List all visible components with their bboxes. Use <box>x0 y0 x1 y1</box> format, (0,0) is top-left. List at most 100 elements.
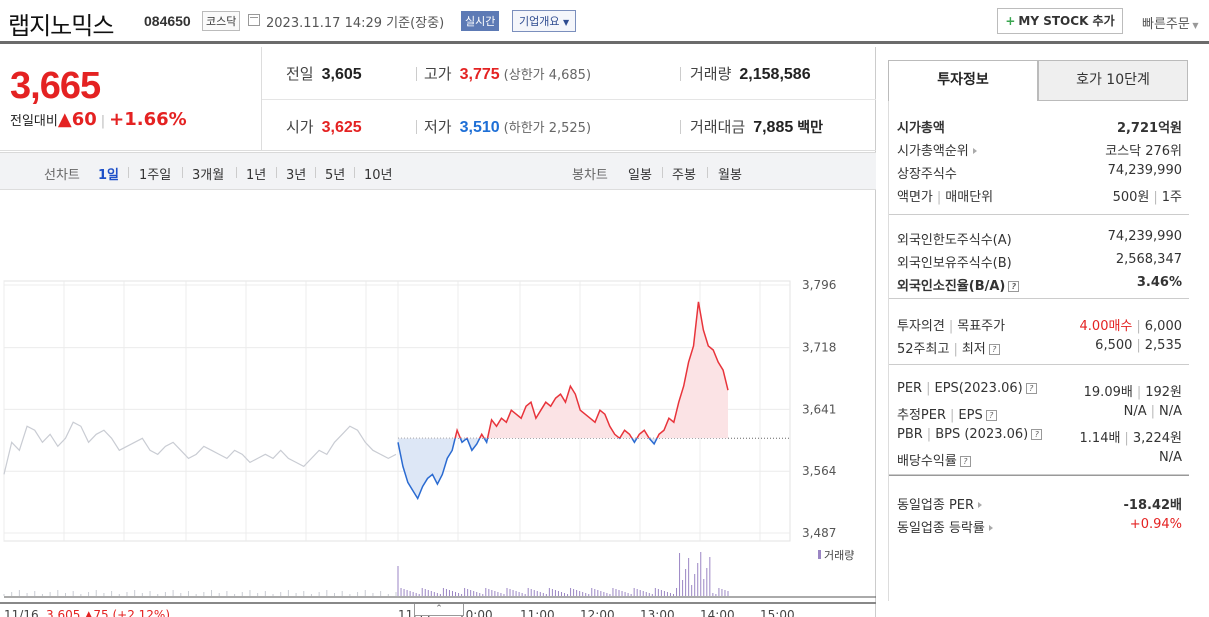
current-price: 3,665 <box>10 65 101 107</box>
info-row: 투자의견 | 목표주가 4.00매수 | 6,000 <box>897 313 1182 336</box>
tab-hoga[interactable]: 호가 10단계 <box>1038 60 1188 101</box>
add-mystock-button[interactable]: + MY STOCK 추가 <box>997 8 1123 34</box>
help-icon[interactable]: ? <box>1008 281 1020 292</box>
y-tick-label: 3,641 <box>802 402 836 416</box>
price-change: 전일대비▲60 | +1.66% <box>10 109 187 130</box>
info-row: 52주최고 | 최저? 6,500 | 2,535 <box>897 336 1182 359</box>
divider <box>707 167 708 178</box>
x-tick-label: 15:00 <box>760 608 795 617</box>
x-tick-label: 12:00 <box>580 608 615 617</box>
tab-invest-info[interactable]: 투자정보 <box>888 60 1038 101</box>
divider <box>416 120 417 134</box>
quick-order-button[interactable]: 빠른주문 ▼ <box>1142 13 1199 32</box>
divider: | <box>1136 385 1142 400</box>
arrow-right-icon <box>978 502 983 508</box>
divider <box>315 167 316 178</box>
per-label: PER | EPS(2023.06)? <box>897 381 1037 396</box>
ind-per-link[interactable]: 동일업종 PER <box>897 494 983 513</box>
tab-weekly[interactable]: 주봉 <box>672 168 696 183</box>
line-chart-label: 선차트 <box>44 168 80 183</box>
info-row: 시가총액순위 코스닥 276위 <box>897 138 1182 161</box>
stock-header: 랩지노믹스 084650 코스닥 2023.11.17 14:29 기준(장중)… <box>0 0 1209 44</box>
bps: 3,224원 <box>1132 431 1182 446</box>
rank-value: 코스닥 276위 <box>1105 144 1182 159</box>
x-tick-label: 11:00 <box>520 608 555 617</box>
high-label: 고가 <box>424 65 452 83</box>
target-text: 목표주가 <box>957 319 1006 334</box>
valuation-group: PER | EPS(2023.06)? 19.09배 | 192원 추정PER | EPS? N… <box>889 365 1189 475</box>
foreign-limit-label: 외국인한도주식수(A) <box>897 233 1012 248</box>
plot-frame <box>3 280 791 542</box>
amount-value: 7,885 <box>753 119 794 136</box>
chart-tabs: 선차트 1일 1주일 3개월 1년 3년 5년 10년 봉차트 일봉 주봉 월봉 <box>0 152 876 190</box>
today-series-line-up <box>454 301 729 439</box>
market-cap-group: 시가총액 2,721억원 시가총액순위 코스닥 276위 상장주식수 74,239,9… <box>889 101 1189 215</box>
eper: N/A <box>1123 404 1147 419</box>
invest-info-table: 시가총액 2,721억원 시가총액순위 코스닥 276위 상장주식수 74,239,9… <box>888 101 1189 601</box>
arrow-right-icon <box>988 525 993 531</box>
tab-3month[interactable]: 3개월 <box>192 168 225 183</box>
prev-day-note: 3,605 ▲75 (+2.12%) <box>46 608 170 617</box>
help-icon[interactable]: ? <box>985 410 997 421</box>
arrow-right-icon <box>972 148 977 154</box>
caret-down-icon: ▼ <box>1189 21 1199 30</box>
shares-value: 74,239,990 <box>1107 163 1182 178</box>
invest-info-panel: 투자정보 호가 10단계 시가총액 2,721억원 시가총액순위 코스닥 276위 … <box>888 58 1190 617</box>
foreign-hold-value: 2,568,347 <box>1115 252 1182 267</box>
divider: | <box>1136 338 1141 353</box>
info-row: 외국인한도주식수(A) 74,239,990 <box>897 227 1182 250</box>
x-tick-label: 14:00 <box>700 608 735 617</box>
low-label: 저가 <box>424 118 452 136</box>
cap-label: 시가총액 <box>897 121 945 136</box>
divider: | <box>953 342 958 357</box>
low-value: 3,510 <box>459 119 500 136</box>
stats-row-2: 시가 3,625 저가 3,510 (하한가 2,525) 거래대금 7,885 백만 <box>262 99 876 151</box>
prev-close: 전일 3,605 <box>286 63 362 84</box>
open-price: 시가 3,625 <box>286 116 362 137</box>
ind-per-value: -18.42배 <box>1123 498 1182 513</box>
stock-code: 084650 <box>144 13 191 29</box>
divider: | <box>948 319 954 334</box>
stats-row-1: 전일 3,605 고가 3,775 (상한가 4,685) 거래량 2,158,586 <box>262 47 876 99</box>
prev-value: 3,605 <box>321 66 362 83</box>
w52-high: 6,500 <box>1095 338 1133 353</box>
volume-label: 거래량 <box>690 65 732 83</box>
info-row: 동일업종 PER -18.42배 <box>897 492 1182 515</box>
info-row: 동일업종 등락률 +0.94% <box>897 515 1182 538</box>
up-triangle-icon: ▲ <box>57 109 72 130</box>
tab-10year[interactable]: 10년 <box>364 168 393 183</box>
rank-link[interactable]: 시가총액순위 <box>897 140 977 159</box>
par-value: 500원 <box>1112 190 1150 205</box>
tab-1week[interactable]: 1주일 <box>139 168 172 183</box>
pbr-text: PBR <box>897 427 923 442</box>
chevron-up-icon: ⌃ <box>435 604 443 614</box>
price-chart[interactable]: 3,7963,7183,6413,5643,487거래량11/1611/1710… <box>0 191 876 617</box>
tab-3year[interactable]: 3년 <box>286 168 307 183</box>
ind-rate-link[interactable]: 동일업종 등락률 <box>897 517 993 536</box>
opinion-rating: 4.00매수 <box>1079 319 1133 334</box>
collapse-toggle[interactable]: ⌃ <box>414 604 464 616</box>
ind-rate-value: +0.94% <box>1129 517 1182 532</box>
help-icon[interactable]: ? <box>1025 383 1037 394</box>
open-label: 시가 <box>286 118 314 136</box>
tab-5year[interactable]: 5년 <box>325 168 346 183</box>
realtime-button[interactable]: 실시간 <box>461 11 500 31</box>
per: 19.09배 <box>1083 385 1133 400</box>
w52-label: 52주최고 | 최저? <box>897 338 1000 357</box>
divider: | <box>1150 404 1155 419</box>
divider <box>416 67 417 81</box>
pbr-label: PBR | BPS (2023.06)? <box>897 427 1043 442</box>
corp-info-dropdown[interactable]: 기업개요 ▼ <box>512 10 577 32</box>
help-icon[interactable]: ? <box>1031 429 1043 440</box>
tab-1year[interactable]: 1년 <box>246 168 267 183</box>
w52-high-text: 52주최고 <box>897 342 950 357</box>
tab-monthly[interactable]: 월봉 <box>718 168 742 183</box>
high-value: 3,775 <box>459 66 500 83</box>
tab-daily[interactable]: 일봉 <box>628 168 652 183</box>
help-icon[interactable]: ? <box>959 456 971 467</box>
eper-label: 추정PER | EPS? <box>897 404 997 423</box>
tab-1day[interactable]: 1일 <box>98 168 120 183</box>
unit-value: 1주 <box>1161 190 1182 205</box>
help-icon[interactable]: ? <box>988 344 1000 355</box>
calendar-icon <box>248 14 260 26</box>
